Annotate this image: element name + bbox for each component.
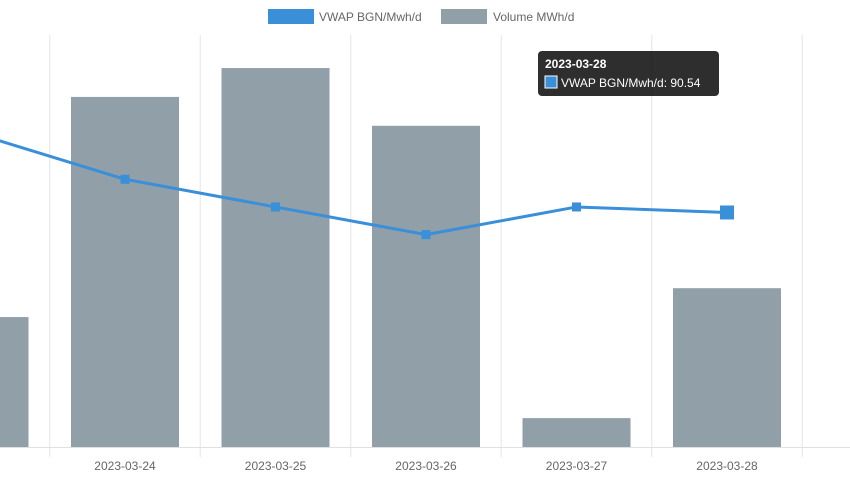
x-tick-label: 2023-03-27 [546, 459, 608, 473]
tooltip-box [538, 51, 719, 96]
bar-volume-2023-03-27 [522, 418, 631, 447]
bar-volume-2023-03-28 [673, 288, 781, 447]
bar-volume-2023-03-23 [0, 317, 29, 447]
legend-swatch-vwap [268, 9, 314, 24]
vwap-line [0, 139, 728, 237]
legend-label-vwap: VWAP BGN/Mwh/d [319, 10, 422, 24]
vwap-line-series [0, 139, 734, 240]
vwap-point-2023-03-27 [572, 202, 581, 212]
legend-item-volume[interactable]: Volume MWh/d [441, 9, 574, 24]
legend-swatch-volume [441, 9, 487, 24]
tooltip-body: VWAP BGN/Mwh/d: 90.54 [561, 76, 701, 90]
x-tick-label: 2023-03-25 [245, 459, 307, 473]
vwap-point-2023-03-25 [271, 202, 280, 212]
legend: VWAP BGN/Mwh/d Volume MWh/d [268, 9, 574, 24]
tooltip: 2023-03-28 VWAP BGN/Mwh/d: 90.54 [538, 51, 719, 96]
bar-volume-2023-03-25 [221, 68, 330, 447]
x-tick-label: 2023-03-24 [94, 459, 156, 473]
x-axis: 32023-03-242023-03-252023-03-262023-03-2… [94, 459, 758, 473]
x-tick-label: 2023-03-28 [696, 459, 758, 473]
vwap-point-2023-03-28 [720, 205, 734, 220]
bar-volume-2023-03-24 [71, 96, 179, 447]
tooltip-swatch [544, 75, 558, 89]
vwap-point-2023-03-26 [421, 230, 431, 240]
tooltip-title: 2023-03-28 [545, 57, 607, 71]
legend-label-volume: Volume MWh/d [493, 10, 574, 24]
vwap-point-2023-03-24 [120, 174, 130, 184]
gridlines [0, 35, 850, 457]
volume-bars [0, 68, 781, 448]
legend-item-vwap[interactable]: VWAP BGN/Mwh/d [268, 9, 422, 24]
bar-volume-2023-03-26 [372, 125, 480, 448]
x-tick-label: 2023-03-26 [395, 459, 457, 473]
